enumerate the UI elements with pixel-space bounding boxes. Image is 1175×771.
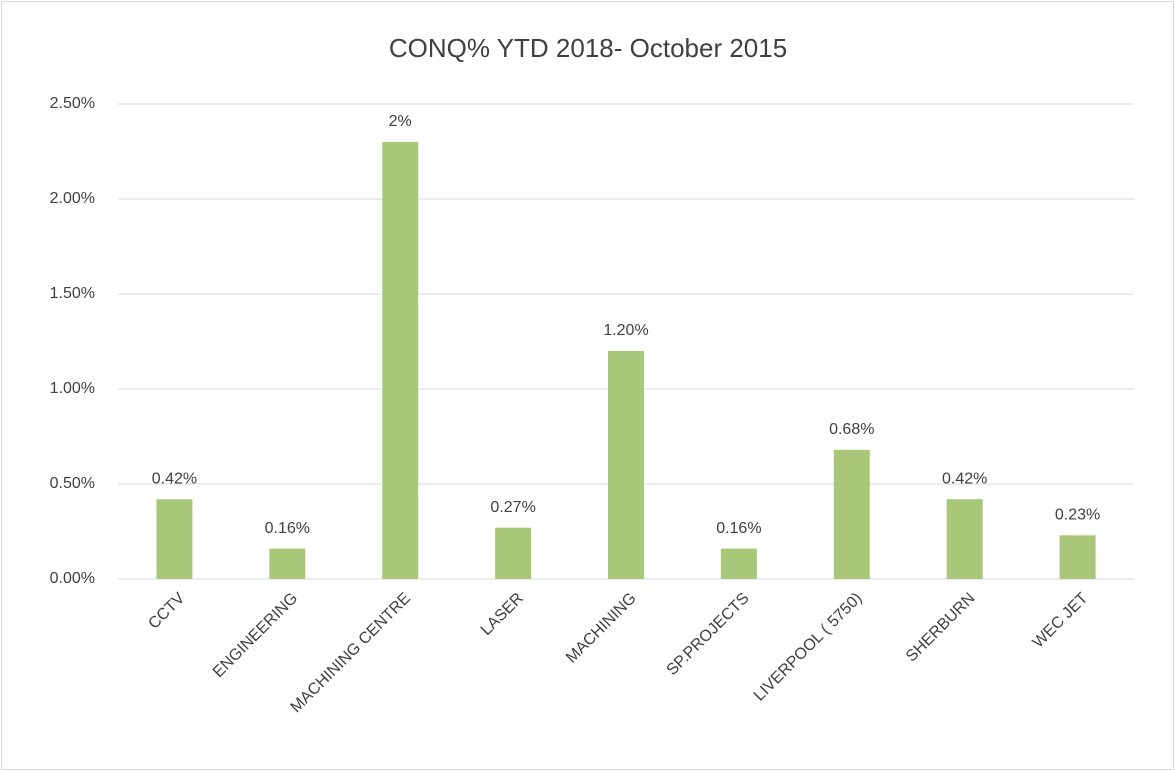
y-tick-label: 0.50% [50, 475, 95, 492]
data-label: 0.42% [942, 470, 987, 487]
data-label: 0.23% [1055, 507, 1100, 524]
y-tick-label: 0.00% [50, 570, 95, 587]
data-label: 0.16% [265, 520, 310, 537]
bar [608, 351, 644, 579]
y-tick-label: 2.50% [50, 95, 95, 112]
bar [946, 499, 983, 579]
bar [495, 527, 532, 579]
y-tick-label: 2.00% [50, 190, 95, 207]
data-label: 0.68% [829, 421, 874, 438]
bar [382, 142, 419, 579]
y-tick-label: 1.50% [50, 285, 95, 302]
data-label: 1.20% [603, 322, 648, 339]
bar [156, 499, 193, 579]
data-label: 0.16% [716, 520, 761, 537]
data-label: 2% [389, 113, 412, 130]
bar [833, 449, 870, 579]
bar [720, 548, 757, 579]
data-label: 0.42% [152, 470, 197, 487]
chart-title: CONQ% YTD 2018- October 2015 [389, 33, 787, 63]
y-tick-label: 1.00% [50, 380, 95, 397]
data-label: 0.27% [490, 499, 535, 516]
bar [269, 548, 306, 579]
bar [1059, 535, 1096, 579]
